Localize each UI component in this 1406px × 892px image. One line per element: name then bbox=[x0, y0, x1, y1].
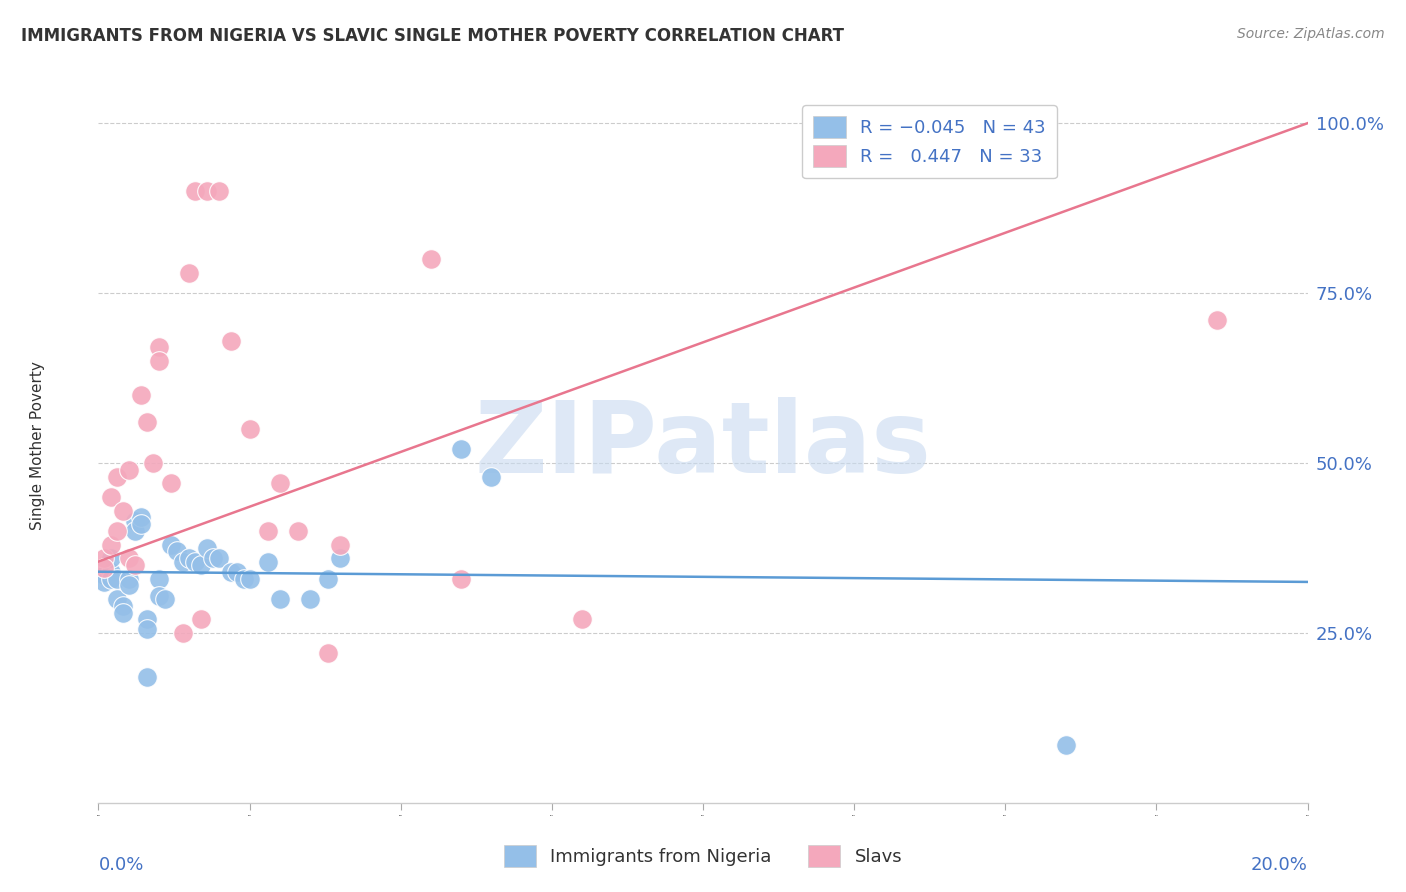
Point bbox=[184, 555, 207, 569]
Text: Single Mother Poverty: Single Mother Poverty bbox=[31, 361, 45, 531]
Point bbox=[160, 476, 183, 491]
Point bbox=[172, 626, 194, 640]
Legend: R = −0.045   N = 43, R =   0.447   N = 33: R = −0.045 N = 43, R = 0.447 N = 33 bbox=[803, 105, 1057, 178]
Point bbox=[100, 565, 122, 579]
Point bbox=[148, 341, 170, 355]
Legend: Immigrants from Nigeria, Slavs: Immigrants from Nigeria, Slavs bbox=[496, 838, 910, 874]
Point bbox=[148, 354, 170, 368]
Point bbox=[269, 476, 291, 491]
Text: 20.0%: 20.0% bbox=[1251, 856, 1308, 874]
Point bbox=[135, 623, 157, 637]
Point bbox=[208, 551, 231, 566]
Point bbox=[179, 266, 201, 280]
Point bbox=[195, 541, 218, 555]
Point bbox=[93, 574, 115, 589]
Point bbox=[202, 551, 225, 566]
Point bbox=[190, 558, 212, 572]
Point bbox=[111, 606, 134, 620]
Point bbox=[329, 551, 352, 566]
Point bbox=[100, 551, 122, 566]
Point bbox=[190, 612, 212, 626]
Point bbox=[239, 422, 262, 436]
Point bbox=[111, 599, 134, 613]
Point bbox=[93, 561, 115, 575]
Point bbox=[153, 591, 176, 606]
Point bbox=[105, 524, 128, 538]
Point bbox=[129, 517, 152, 532]
Point bbox=[142, 456, 165, 470]
Text: ZIPatlas: ZIPatlas bbox=[475, 398, 931, 494]
Point bbox=[316, 646, 339, 660]
Point bbox=[105, 469, 128, 483]
Point bbox=[135, 612, 157, 626]
Point bbox=[450, 572, 472, 586]
Point bbox=[148, 572, 170, 586]
Point bbox=[148, 589, 170, 603]
Point bbox=[124, 514, 146, 528]
Point bbox=[1206, 313, 1229, 327]
Point bbox=[221, 565, 243, 579]
Point bbox=[316, 572, 339, 586]
Point bbox=[118, 551, 141, 566]
Point bbox=[118, 572, 141, 586]
Text: IMMIGRANTS FROM NIGERIA VS SLAVIC SINGLE MOTHER POVERTY CORRELATION CHART: IMMIGRANTS FROM NIGERIA VS SLAVIC SINGLE… bbox=[21, 27, 844, 45]
Point bbox=[105, 572, 128, 586]
Point bbox=[100, 537, 122, 551]
Point bbox=[135, 415, 157, 429]
Point bbox=[226, 565, 249, 579]
Point bbox=[256, 555, 278, 569]
Point bbox=[172, 555, 194, 569]
Point bbox=[135, 670, 157, 684]
Point bbox=[93, 551, 115, 566]
Point bbox=[118, 463, 141, 477]
Point bbox=[481, 469, 503, 483]
Point bbox=[100, 572, 122, 586]
Point bbox=[93, 561, 115, 575]
Point bbox=[160, 537, 183, 551]
Point bbox=[179, 551, 201, 566]
Point bbox=[571, 612, 593, 626]
Point bbox=[221, 334, 243, 348]
Point bbox=[1054, 738, 1077, 752]
Text: Source: ZipAtlas.com: Source: ZipAtlas.com bbox=[1237, 27, 1385, 41]
Point bbox=[195, 184, 218, 198]
Point bbox=[450, 442, 472, 457]
Point bbox=[129, 388, 152, 402]
Point bbox=[420, 252, 443, 266]
Point bbox=[129, 510, 152, 524]
Point bbox=[239, 572, 262, 586]
Point bbox=[124, 558, 146, 572]
Point bbox=[208, 184, 231, 198]
Point bbox=[93, 568, 115, 582]
Point bbox=[105, 591, 128, 606]
Text: 0.0%: 0.0% bbox=[98, 856, 143, 874]
Point bbox=[111, 503, 134, 517]
Point bbox=[329, 537, 352, 551]
Point bbox=[299, 591, 322, 606]
Point bbox=[166, 544, 188, 558]
Point bbox=[100, 490, 122, 504]
Point bbox=[118, 578, 141, 592]
Point bbox=[232, 572, 254, 586]
Point bbox=[287, 524, 309, 538]
Point bbox=[184, 184, 207, 198]
Point bbox=[124, 524, 146, 538]
Point bbox=[256, 524, 278, 538]
Point bbox=[269, 591, 291, 606]
